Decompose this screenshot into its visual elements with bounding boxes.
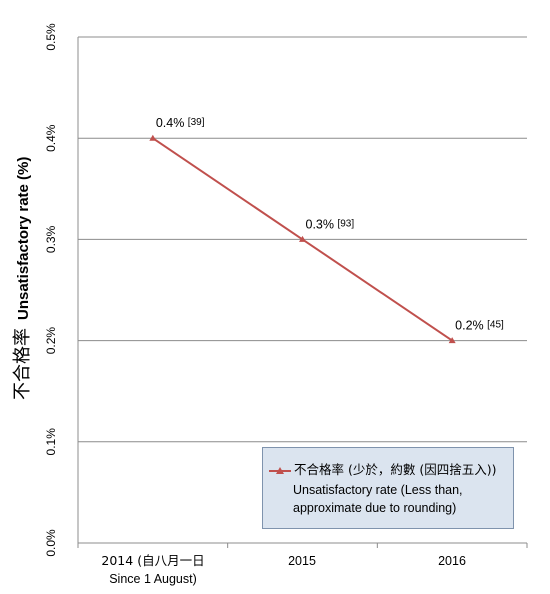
data-label: 0.3% [93]: [306, 217, 355, 231]
legend-label-en: Unsatisfactory rate (Less than, approxim…: [293, 483, 463, 515]
series-line: [149, 134, 456, 344]
x-category-line1: 2014 (自八月一日: [101, 553, 205, 568]
legend-label-zh: 不合格率 (少於，約數 (因四捨五入)): [294, 462, 497, 477]
legend: 不合格率 (少於，約數 (因四捨五入)) Unsatisfactory rate…: [262, 447, 514, 529]
y-tick-label: 0.0%: [44, 529, 58, 557]
data-label-value: 0.3%: [306, 217, 338, 231]
x-category-line1: 2016: [438, 554, 466, 568]
y-tick-label: 0.3%: [44, 225, 58, 253]
data-label-value: 0.4%: [156, 116, 188, 130]
data-label-value: 0.2%: [455, 319, 487, 333]
y-axis-title-zh: 不合格率: [12, 328, 33, 400]
x-category-line2: Since 1 August): [109, 572, 197, 586]
y-tick-label: 0.2%: [44, 327, 58, 355]
data-point-marker: [299, 235, 306, 242]
data-point-marker: [149, 134, 157, 141]
y-tick-labels: 0.0% 0.1% 0.2% 0.3% 0.4% 0.5%: [44, 23, 58, 557]
data-label: 0.4% [39]: [156, 116, 205, 130]
y-tick-label: 0.5%: [44, 23, 58, 51]
y-axis-title-en: Unsatisfactory rate (%): [15, 156, 32, 320]
data-label: 0.2% [45]: [455, 319, 504, 333]
x-category-label: 2014 (自八月一日 Since 1 August): [78, 552, 228, 588]
x-category-line1: 2015: [288, 554, 316, 568]
y-tick-label: 0.1%: [44, 428, 58, 456]
data-label-count: [45]: [487, 320, 504, 331]
legend-line-marker-icon: [269, 466, 291, 476]
x-category-label: 2016: [377, 552, 527, 570]
data-label-count: [39]: [188, 117, 205, 128]
x-category-label: 2015: [227, 552, 377, 570]
data-label-count: [93]: [337, 218, 354, 229]
axes: [77, 37, 528, 548]
y-axis-title: 不合格率 Unsatisfactory rate (%): [3, 80, 43, 400]
legend-entry: 不合格率 (少於，約數 (因四捨五入)): [269, 461, 496, 479]
y-tick-label: 0.4%: [44, 124, 58, 152]
data-point-marker: [448, 337, 456, 344]
data-labels: 0.4% [39] 0.3% [93] 0.2% [45]: [156, 116, 504, 332]
